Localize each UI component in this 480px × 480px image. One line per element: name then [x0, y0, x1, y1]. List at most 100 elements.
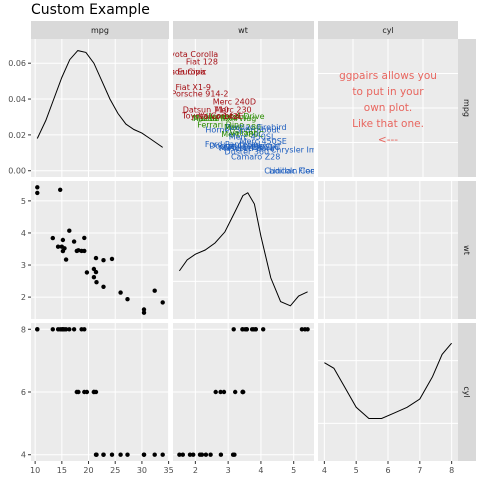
- strip-top-wt-label: wt: [238, 26, 248, 35]
- point-cyl-vs-mpg: [50, 327, 55, 332]
- car-label: Chrysler Imperial: [271, 145, 340, 154]
- density-line-cyl: [324, 342, 452, 419]
- strip-top-mpg-label: mpg: [91, 26, 109, 35]
- x-tick-label-mpg: 20: [83, 466, 93, 475]
- y-tick-label-mpg: 0.06: [8, 59, 26, 68]
- point-wt-vs-mpg: [141, 310, 147, 315]
- car-label: Merc 230: [214, 105, 251, 114]
- x-tick-label-wt: 2: [193, 466, 198, 475]
- point-cyl-vs-wt: [244, 327, 249, 332]
- point-wt-vs-mpg: [109, 256, 115, 262]
- x-tick-label-mpg: 30: [137, 466, 147, 475]
- point-cyl-vs-mpg: [35, 327, 40, 332]
- car-label: Porsche 914-2: [171, 89, 228, 98]
- point-cyl-vs-mpg: [101, 452, 106, 457]
- chart-title: Custom Example: [31, 2, 150, 18]
- point-cyl-vs-mpg: [125, 452, 130, 457]
- point-cyl-vs-wt: [213, 389, 218, 395]
- car-label: Valiant: [230, 129, 257, 138]
- custom-text-line: ggpairs allows you: [339, 70, 437, 82]
- point-cyl-vs-wt: [233, 389, 238, 395]
- point-wt-vs-mpg: [125, 297, 130, 302]
- car-label: Datsun 710: [183, 105, 229, 114]
- point-wt-vs-mpg: [91, 275, 97, 280]
- point-cyl-vs-wt: [240, 389, 245, 395]
- point-wt-vs-mpg: [94, 280, 99, 285]
- point-cyl-vs-mpg: [141, 452, 147, 457]
- y-tick-label-cyl: 6: [21, 388, 26, 397]
- panel-mpg-wt: [173, 39, 314, 177]
- point-wt-vs-mpg: [35, 190, 40, 196]
- x-tick-label-wt: 3: [226, 466, 231, 475]
- car-label: Mazda RX4 Wag: [192, 114, 257, 123]
- strip-top-cyl-label: cyl: [382, 26, 393, 35]
- y-tick-label-mpg: 0.04: [8, 95, 26, 104]
- car-label: Pontiac Firebird: [225, 123, 287, 132]
- car-label: Fiat X1-9: [176, 83, 211, 92]
- strip-right-cyl: [458, 323, 476, 461]
- point-cyl-vs-wt: [253, 327, 258, 332]
- point-wt-vs-mpg: [60, 237, 66, 243]
- car-label: Dodge Challenger: [209, 141, 282, 150]
- y-tick-label-wt: 5: [21, 197, 26, 206]
- car-label: Cadillac Fleetwood: [264, 167, 339, 176]
- point-wt-vs-mpg: [160, 300, 165, 305]
- point-wt-vs-mpg: [59, 244, 64, 249]
- car-label: Merc 450SE: [240, 137, 287, 146]
- car-label: Hornet 4 Drive: [206, 112, 265, 121]
- car-label: Ford Pantera L: [205, 140, 263, 149]
- point-cyl-vs-wt: [231, 327, 236, 332]
- point-cyl-vs-wt: [299, 327, 305, 332]
- x-tick-label-mpg: 35: [164, 466, 174, 475]
- point-cyl-vs-wt: [302, 327, 308, 332]
- car-label: Lotus Europa: [153, 68, 205, 77]
- car-label: Ferrari Dino: [197, 121, 244, 130]
- car-label: Duster 360: [225, 147, 270, 156]
- x-tick-label-cyl: 8: [449, 466, 454, 475]
- car-label: Merc 450SL: [229, 133, 276, 142]
- y-tick-label-mpg: 0.00: [8, 167, 26, 176]
- strip-right-mpg: [458, 39, 476, 177]
- point-wt-vs-mpg: [74, 248, 80, 254]
- point-wt-vs-mpg: [118, 290, 123, 295]
- point-cyl-vs-mpg: [63, 327, 69, 332]
- x-tick-label-cyl: 5: [354, 466, 359, 475]
- x-tick-label-cyl: 6: [385, 466, 390, 475]
- density-line-mpg: [36, 50, 163, 148]
- car-label: Volvo 142E: [199, 112, 243, 121]
- point-cyl-vs-mpg: [71, 327, 77, 332]
- point-cyl-vs-mpg: [109, 452, 115, 457]
- x-tick-label-mpg: 25: [110, 466, 120, 475]
- car-label: Toyota Corolla: [161, 50, 219, 59]
- point-cyl-vs-mpg: [118, 452, 123, 457]
- car-label: Toyota Corona: [181, 112, 239, 121]
- custom-text-line: own plot.: [364, 102, 412, 114]
- point-wt-vs-mpg: [152, 288, 157, 293]
- strip-right-wt-label: wt: [462, 245, 471, 255]
- point-wt-vs-mpg: [55, 244, 61, 249]
- car-label: Merc 450SLC: [228, 143, 281, 152]
- car-label: Fiat 128: [186, 58, 218, 67]
- y-tick-label-cyl: 8: [21, 325, 26, 334]
- point-wt-vs-mpg: [71, 239, 77, 244]
- x-tick-label-wt: 5: [291, 466, 296, 475]
- strip-right-mpg-label: mpg: [462, 99, 471, 117]
- y-tick-label-wt: 2: [21, 293, 26, 302]
- point-cyl-vs-wt: [218, 452, 224, 457]
- x-tick-label-mpg: 15: [57, 466, 67, 475]
- point-cyl-vs-wt: [221, 389, 227, 395]
- point-cyl-vs-wt: [218, 389, 223, 395]
- point-cyl-vs-wt: [261, 327, 266, 332]
- point-wt-vs-mpg: [93, 269, 99, 275]
- point-cyl-vs-wt: [191, 452, 196, 457]
- car-label: Merc 240D: [213, 97, 256, 106]
- point-cyl-vs-mpg: [84, 389, 90, 395]
- car-label: Honda Civic: [159, 68, 207, 77]
- point-cyl-vs-wt: [203, 452, 209, 457]
- car-label: Mazda RX4: [193, 114, 238, 123]
- point-wt-vs-mpg: [82, 235, 87, 241]
- strip-top-cyl: [318, 21, 458, 39]
- car-label: Maserati Bora: [219, 144, 275, 153]
